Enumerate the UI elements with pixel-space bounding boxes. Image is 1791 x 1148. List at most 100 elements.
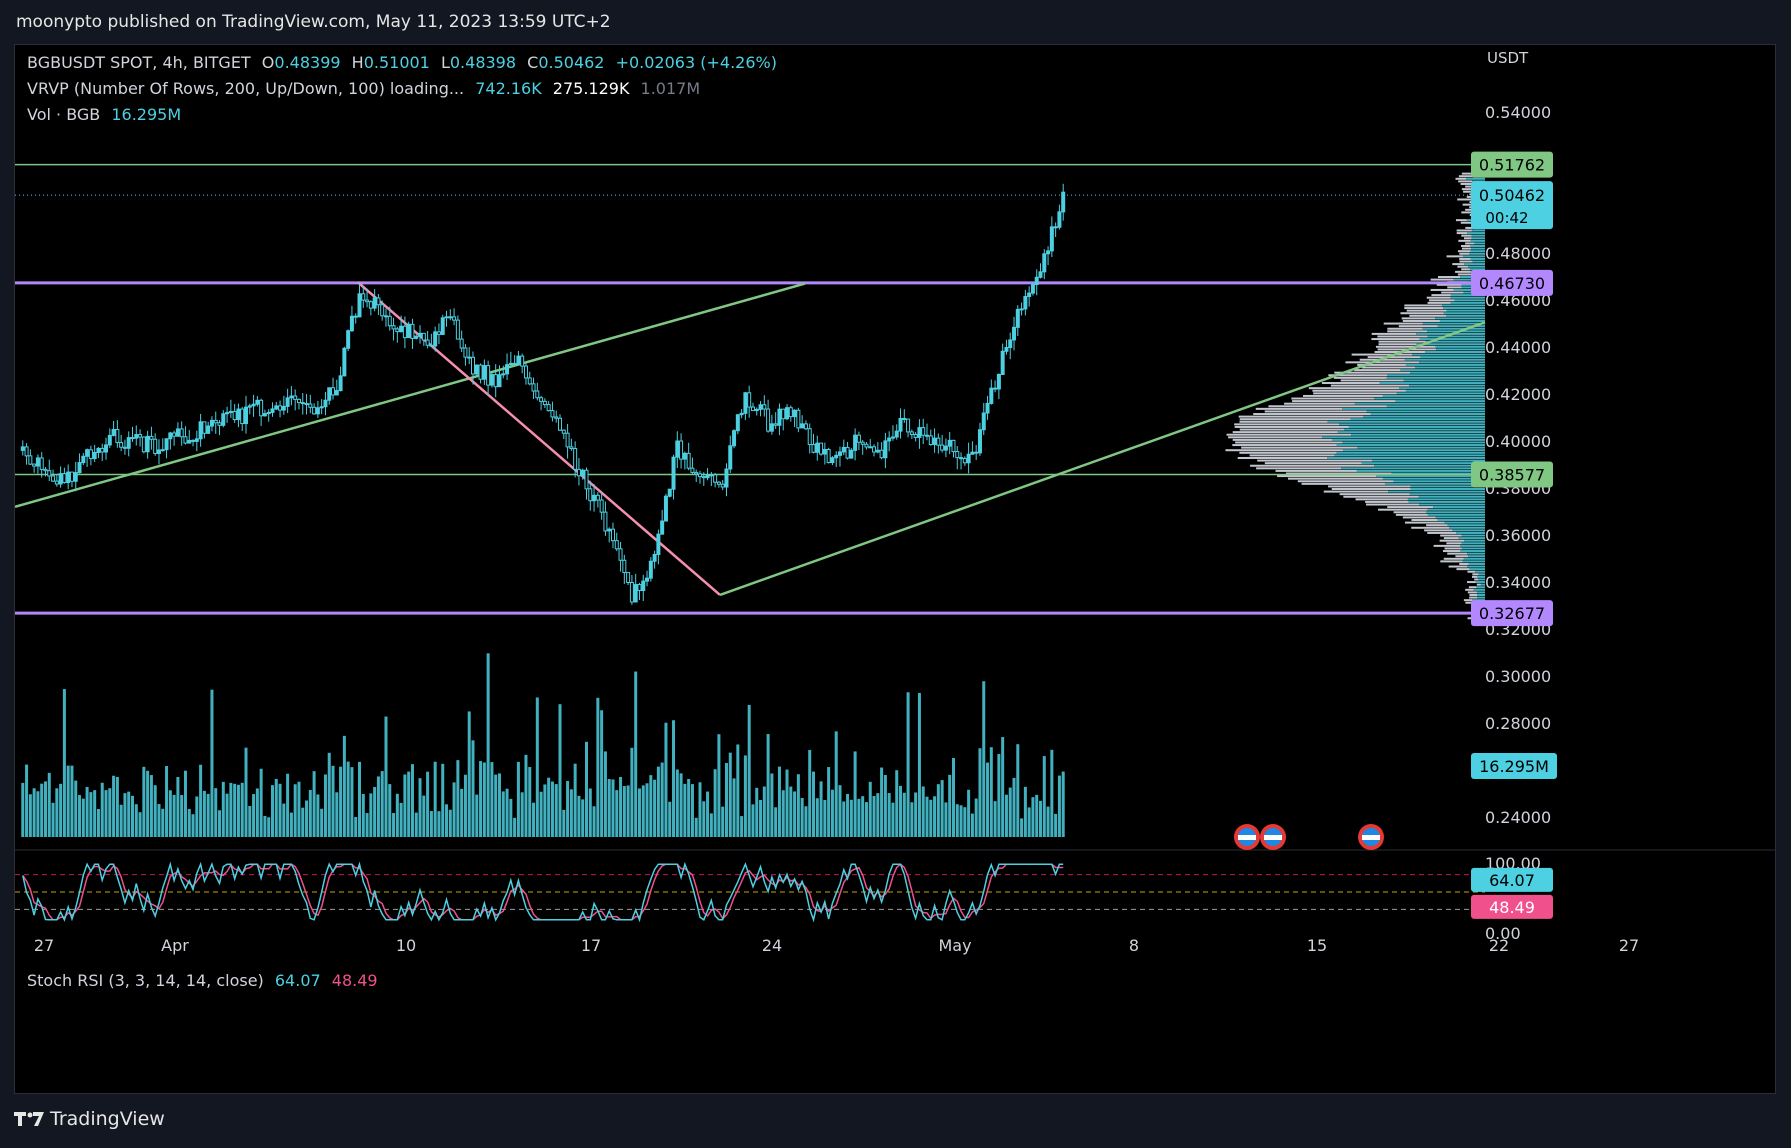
volume-bar xyxy=(78,795,82,837)
candle-body xyxy=(429,344,434,347)
volume-bar xyxy=(486,653,490,837)
candle-body xyxy=(800,423,805,429)
profile-row-down xyxy=(1424,529,1453,532)
candle-body xyxy=(610,528,615,542)
price-tick: 0.44000 xyxy=(1485,338,1551,357)
profile-row-up xyxy=(1476,586,1485,589)
profile-row-up xyxy=(1400,369,1485,372)
profile-row-down xyxy=(1239,451,1337,454)
us-event-flag-stripe xyxy=(1264,835,1282,840)
price-tick: 0.24000 xyxy=(1485,808,1551,827)
volume-bar xyxy=(460,788,464,837)
volume-bar xyxy=(286,773,290,837)
profile-row-down xyxy=(1446,255,1464,258)
profile-row-down xyxy=(1476,583,1481,586)
profile-row-down xyxy=(1365,500,1409,503)
volume-bar xyxy=(759,799,763,837)
candle-body xyxy=(618,548,623,561)
volume-bar xyxy=(1054,813,1058,837)
volume-bar xyxy=(940,780,944,837)
volume-bar xyxy=(520,792,524,837)
volume-bar xyxy=(426,771,430,837)
volume-bar xyxy=(475,794,479,837)
profile-row-down xyxy=(1461,188,1473,191)
candle-body xyxy=(629,582,634,603)
candle-body xyxy=(732,430,737,447)
profile-row-down xyxy=(1286,472,1392,475)
volume-bar xyxy=(233,783,237,837)
volume-bar xyxy=(74,780,78,837)
profile-row-up xyxy=(1387,374,1485,377)
volume-bar xyxy=(694,817,698,837)
profile-row-down xyxy=(1331,488,1411,490)
volume-bar xyxy=(959,805,963,837)
candle-body xyxy=(917,427,922,438)
profile-row-down xyxy=(1461,172,1474,175)
profile-row-up xyxy=(1382,477,1485,480)
profile-row-up xyxy=(1416,343,1485,346)
candle-body xyxy=(62,473,67,484)
profile-row-up xyxy=(1478,578,1485,581)
profile-row-up xyxy=(1443,307,1485,310)
profile-row-down xyxy=(1443,537,1459,540)
profile-row-up xyxy=(1372,459,1485,462)
volume-bar xyxy=(781,790,785,837)
profile-row-down xyxy=(1469,593,1478,596)
candle-body xyxy=(77,462,82,474)
badge-rsi-d: 48.49 xyxy=(1489,898,1535,917)
profile-row-down xyxy=(1437,276,1461,279)
profile-row-down xyxy=(1431,294,1451,297)
volume-bar xyxy=(380,771,384,837)
candle-body xyxy=(826,448,831,464)
chart-canvas[interactable]: USDT0.540000.520000.500000.480000.460000… xyxy=(15,45,1776,1094)
candle-body xyxy=(580,469,585,477)
candle-body xyxy=(54,480,59,485)
profile-row-down xyxy=(1268,405,1387,408)
candle-body xyxy=(970,451,975,455)
volume-bar xyxy=(448,809,452,837)
legend-low: 0.48398 xyxy=(449,53,517,72)
volume-bar xyxy=(96,809,100,837)
candle-body xyxy=(323,399,328,408)
volume-bar xyxy=(1057,775,1061,837)
volume-bar xyxy=(516,761,520,837)
candle-body xyxy=(849,449,854,459)
volume-bar xyxy=(649,775,653,837)
profile-row-up xyxy=(1467,552,1485,555)
profile-row-up xyxy=(1443,312,1485,315)
candle-body xyxy=(520,355,525,367)
candle-body xyxy=(906,418,911,433)
candle-body xyxy=(228,410,233,414)
profile-row-up xyxy=(1425,511,1485,514)
profile-row-down xyxy=(1383,322,1423,325)
volume-bar xyxy=(630,747,634,837)
volume-bar xyxy=(868,781,872,837)
volume-bar xyxy=(1039,800,1042,837)
profile-row-up xyxy=(1374,397,1485,400)
candle-body xyxy=(300,402,305,405)
profile-row-down xyxy=(1446,542,1462,545)
badge-upper-range-bg xyxy=(1471,269,1553,296)
time-tick: 10 xyxy=(396,936,416,955)
candle-body xyxy=(720,483,725,488)
tradingview-logo[interactable]: TradingView xyxy=(14,1108,165,1130)
candle-body xyxy=(940,444,945,451)
volume-bar xyxy=(929,799,933,837)
candle-body xyxy=(145,435,150,453)
legend-high: 0.51001 xyxy=(363,53,430,72)
profile-row-up xyxy=(1382,394,1485,397)
volume-bar xyxy=(766,734,770,837)
candle-body xyxy=(191,439,196,442)
candle-body xyxy=(622,559,627,574)
chart-frame[interactable]: USDT0.540000.520000.500000.480000.460000… xyxy=(14,44,1776,1094)
candle-body xyxy=(459,338,464,349)
profile-row-down xyxy=(1404,307,1444,310)
volume-bar xyxy=(547,777,551,837)
time-tick: 24 xyxy=(762,936,782,955)
badge-last-price: 0.50462 xyxy=(1479,186,1545,205)
volume-bar xyxy=(683,783,687,837)
profile-row-down xyxy=(1328,374,1388,377)
volume-bar xyxy=(936,784,940,837)
badge-resistance-bg xyxy=(1471,151,1553,178)
profile-row-up xyxy=(1422,322,1485,325)
